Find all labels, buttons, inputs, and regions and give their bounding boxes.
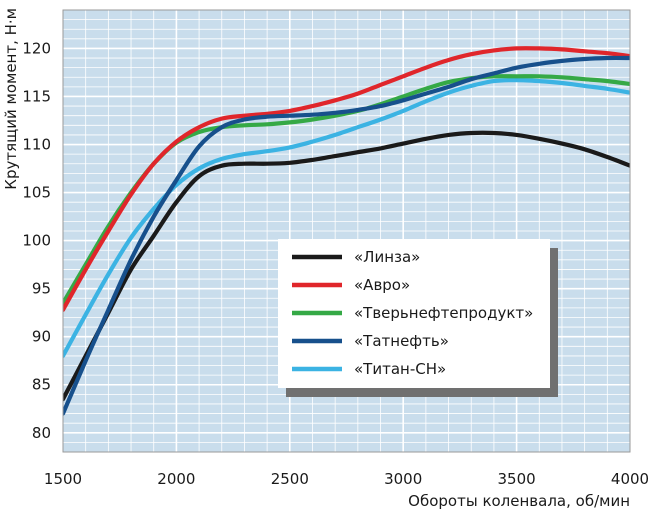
y-tick-label: 110 — [22, 136, 51, 154]
x-tick-labels: 1500 2000 2500 3000 3500 4000 — [44, 470, 649, 488]
x-tick-label: 3000 — [384, 470, 422, 488]
legend-label: «Авро» — [354, 276, 410, 294]
legend: «Линза» «Авро» «Тверьнефтепродукт» «Татнефт… — [278, 239, 550, 388]
x-axis-title: Обороты коленвала, об/мин — [408, 492, 630, 510]
legend-label: «Титан-СН» — [354, 360, 446, 378]
y-tick-label: 85 — [32, 376, 51, 394]
y-axis-title: Крутящий момент, Н·м — [2, 8, 20, 190]
series-lines — [63, 46, 630, 416]
y-tick-label: 80 — [32, 424, 51, 442]
legend-label: «Татнефть» — [354, 332, 449, 350]
x-tick-label: 1500 — [44, 470, 82, 488]
legend-label: «Линза» — [354, 248, 420, 266]
y-tick-label: 105 — [22, 184, 51, 202]
y-tick-label: 120 — [22, 39, 51, 57]
plot-frame — [62, 9, 631, 453]
y-tick-label: 100 — [22, 232, 51, 250]
y-tick-label: 95 — [32, 280, 51, 298]
series-line-4 — [63, 55, 630, 416]
y-tick-labels: 80 85 90 95 100 105 110 115 120 — [22, 39, 51, 441]
y-tick-label: 90 — [32, 328, 51, 346]
x-tick-label: 3500 — [498, 470, 536, 488]
x-tick-label: 2500 — [271, 470, 309, 488]
y-tick-label: 115 — [22, 87, 51, 105]
series-line-5 — [63, 78, 630, 358]
legend-label: «Тверьнефтепродукт» — [354, 304, 533, 322]
series-line-1 — [63, 130, 630, 402]
x-tick-label: 2000 — [157, 470, 195, 488]
x-tick-label: 4000 — [611, 470, 649, 488]
series-line-2 — [63, 46, 630, 312]
